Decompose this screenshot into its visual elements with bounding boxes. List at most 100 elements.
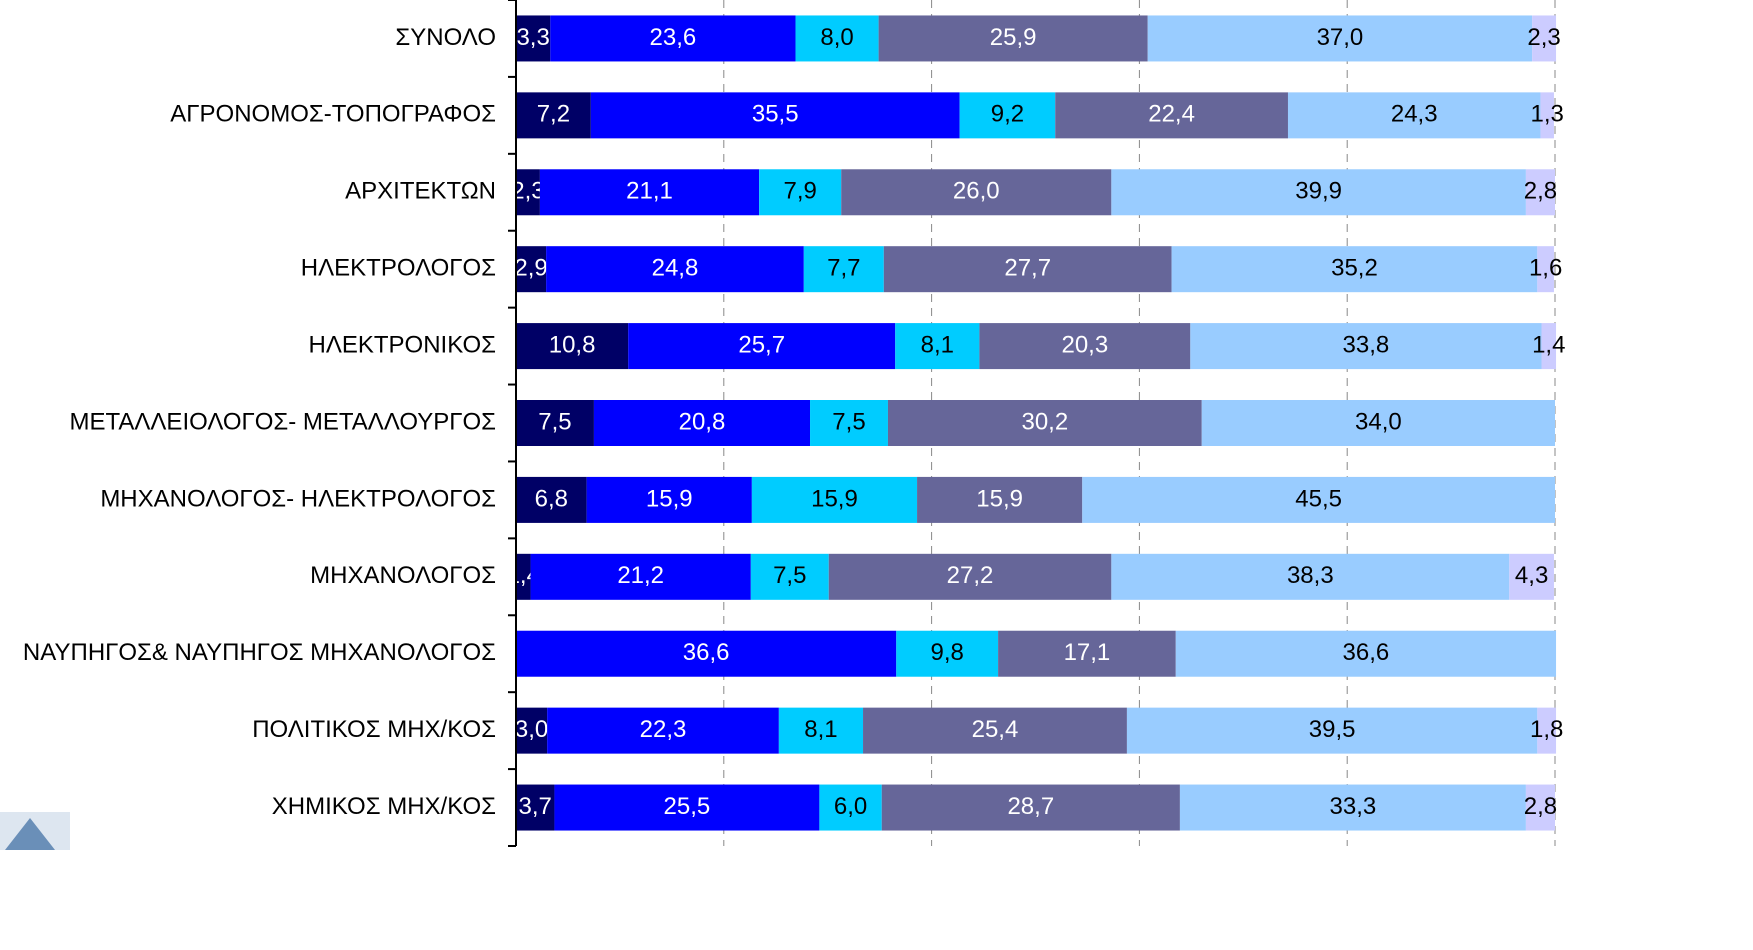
bar-segment: [979, 323, 1191, 370]
y-tick-label: ΗΛΕΚΤΡΟΝΙΚΟΣ: [309, 331, 497, 358]
bar-segment: [896, 630, 999, 677]
data-label: 2,3: [1527, 24, 1560, 51]
bar-segment: [917, 476, 1083, 523]
data-label: 33,3: [1330, 793, 1377, 820]
data-label: 38,3: [1287, 562, 1334, 589]
data-label: 21,2: [617, 562, 664, 589]
bar-segment: [516, 553, 531, 600]
data-label: 1,3: [1531, 101, 1564, 128]
data-label: 24,3: [1391, 101, 1438, 128]
data-label: 1,4: [1532, 331, 1565, 358]
bar-segment: [895, 323, 980, 370]
bar-segment: [530, 553, 751, 600]
bar-segment: [516, 476, 587, 523]
y-tick-label: ΑΡΧΙΤΕΚΤΩΝ: [345, 178, 496, 205]
bar-segment: [1541, 323, 1557, 370]
data-label: 6,8: [535, 485, 568, 512]
data-label: 7,7: [827, 255, 860, 282]
data-label: 2,8: [1524, 793, 1557, 820]
data-label: 22,4: [1148, 101, 1195, 128]
bar-segment: [586, 476, 752, 523]
data-label: 20,3: [1061, 331, 1108, 358]
bar-segment: [841, 169, 1112, 216]
bar-segment: [828, 553, 1112, 600]
bar-segment: [795, 15, 879, 62]
data-label: 1,6: [1529, 255, 1562, 282]
data-label: 36,6: [683, 639, 730, 666]
bar-segment: [1111, 169, 1526, 216]
bar-segment: [547, 707, 779, 754]
bar-segment: [1525, 169, 1555, 216]
y-tick-label: ΝΑΥΠΗΓΟΣ& ΝΑΥΠΗΓΟΣ ΜΗΧΑΝΟΛΟΓΟΣ: [23, 639, 496, 666]
bar-segment: [1147, 15, 1533, 62]
bar-segment: [881, 784, 1180, 831]
bar-segment: [1509, 553, 1554, 600]
data-label: 8,1: [804, 716, 837, 743]
y-tick-label: ΑΓΡΟΝΟΜΟΣ-ΤΟΠΟΓΡΑΦΟΣ: [170, 101, 496, 128]
bar-segment: [998, 630, 1176, 677]
y-tick-label: ΣΥΝΟΛΟ: [395, 24, 496, 51]
bar-segment: [1171, 246, 1538, 293]
data-label: 17,1: [1064, 639, 1111, 666]
bar-segment: [1055, 92, 1288, 139]
bar-segment: [778, 707, 864, 754]
data-label: 7,5: [832, 408, 865, 435]
bar-segment: [1082, 476, 1555, 523]
data-label: 25,5: [664, 793, 711, 820]
y-tick-label: ΜΗΧΑΝΟΛΟΓΟΣ: [310, 562, 496, 589]
bar-segment: [550, 15, 796, 62]
bar-segment: [1525, 784, 1555, 831]
data-label: 36,6: [1343, 639, 1390, 666]
data-label: 27,2: [947, 562, 994, 589]
bar-segment: [516, 15, 551, 62]
bar-segment: [751, 476, 918, 523]
data-label: 35,2: [1331, 255, 1378, 282]
bar-segment: [883, 246, 1172, 293]
y-tick-label: ΧΗΜΙΚΟΣ ΜΗΧ/ΚΟΣ: [272, 793, 496, 820]
bar-segment: [819, 784, 882, 831]
bar-segment: [803, 246, 884, 293]
y-tick-label: ΜΕΤΑΛΛΕΙΟΛΟΓΟΣ- ΜΕΤΑΛΛΟΥΡΓΟΣ: [69, 408, 496, 435]
data-label: 4,3: [1515, 562, 1548, 589]
bar-segment: [546, 246, 804, 293]
bar-segment: [1126, 707, 1538, 754]
bar-segment: [750, 553, 829, 600]
bar-segment: [628, 323, 896, 370]
data-label: 30,2: [1021, 408, 1068, 435]
data-label: 28,7: [1007, 793, 1054, 820]
data-label: 8,0: [820, 24, 853, 51]
bar-segment: [959, 92, 1056, 139]
bar-segment: [539, 169, 760, 216]
data-label: 15,9: [811, 485, 858, 512]
data-label: 6,0: [834, 793, 867, 820]
logo: [0, 812, 70, 850]
data-label: 1,8: [1530, 716, 1563, 743]
data-label: 9,2: [991, 101, 1024, 128]
data-label: 22,3: [640, 716, 687, 743]
data-label: 27,7: [1004, 255, 1051, 282]
bar-segment: [516, 323, 629, 370]
data-label: 33,8: [1343, 331, 1390, 358]
data-label: 8,1: [921, 331, 954, 358]
bar-segment: [1111, 553, 1510, 600]
data-label: 2,8: [1524, 178, 1557, 205]
data-label: 26,0: [953, 178, 1000, 205]
bar-segment: [593, 400, 811, 446]
data-label: 24,8: [652, 255, 699, 282]
bar-segment: [1175, 630, 1557, 677]
bar-segment: [1179, 784, 1526, 831]
bar-segment: [516, 784, 555, 831]
data-label: 23,6: [650, 24, 697, 51]
data-label: 7,5: [773, 562, 806, 589]
bar-segment: [863, 707, 1127, 754]
data-label: 25,7: [738, 331, 785, 358]
data-label: 35,5: [752, 101, 799, 128]
bar-segment: [516, 169, 540, 216]
bar-segment: [810, 400, 888, 446]
y-tick-label: ΗΛΕΚΤΡΟΛΟΓΟΣ: [301, 255, 496, 282]
data-label: 39,5: [1309, 716, 1356, 743]
bar-segment: [516, 630, 897, 677]
data-label: 45,5: [1295, 485, 1342, 512]
